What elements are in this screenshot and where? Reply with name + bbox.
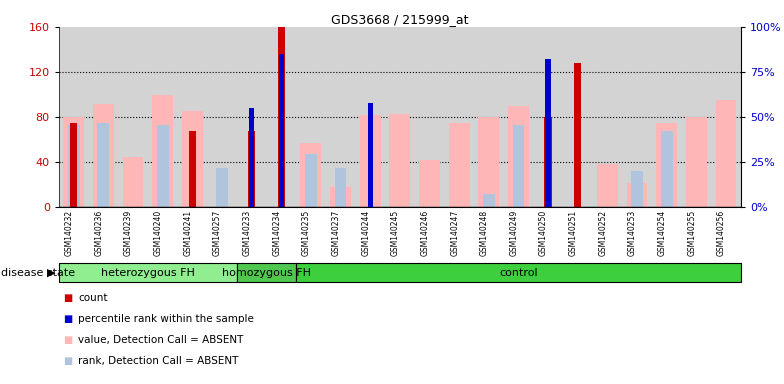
Bar [182, 111, 202, 207]
Text: count: count [78, 293, 108, 303]
Bar [360, 115, 380, 207]
Text: GSM140235: GSM140235 [302, 210, 311, 257]
Bar [59, 263, 237, 282]
Text: GSM140245: GSM140245 [391, 210, 400, 257]
Bar [216, 168, 228, 207]
Text: ■: ■ [63, 356, 72, 366]
Text: GSM140244: GSM140244 [361, 210, 370, 257]
Bar [483, 194, 495, 207]
Text: percentile rank within the sample: percentile rank within the sample [78, 314, 254, 324]
Text: ■: ■ [63, 314, 72, 324]
Bar [390, 114, 410, 207]
Text: GSM140251: GSM140251 [568, 210, 578, 256]
Bar [544, 117, 552, 207]
Text: GSM140241: GSM140241 [183, 210, 192, 256]
Text: value, Detection Call = ABSENT: value, Detection Call = ABSENT [78, 335, 244, 345]
Bar [122, 157, 143, 207]
Bar [278, 54, 284, 207]
Text: heterozygous FH: heterozygous FH [101, 268, 194, 278]
Bar [93, 104, 114, 207]
Text: ■: ■ [63, 293, 72, 303]
Bar [513, 125, 524, 207]
Bar [574, 63, 582, 207]
Bar [296, 263, 741, 282]
Text: ■: ■ [63, 335, 72, 345]
Bar [546, 60, 551, 207]
Text: GSM140255: GSM140255 [688, 210, 696, 257]
Text: homozygous FH: homozygous FH [222, 268, 311, 278]
Text: GSM140257: GSM140257 [213, 210, 222, 257]
Text: GSM140256: GSM140256 [717, 210, 726, 257]
Text: control: control [499, 268, 538, 278]
Bar [631, 171, 643, 207]
Bar [157, 125, 169, 207]
Bar [626, 182, 648, 207]
Bar [70, 123, 78, 207]
Bar [97, 123, 109, 207]
Bar [305, 154, 317, 207]
Bar [716, 100, 736, 207]
Bar [237, 263, 296, 282]
Text: rank, Detection Call = ABSENT: rank, Detection Call = ABSENT [78, 356, 239, 366]
Text: GSM140250: GSM140250 [539, 210, 548, 257]
Text: GSM140236: GSM140236 [94, 210, 103, 257]
Bar [508, 106, 529, 207]
Text: disease state: disease state [1, 268, 75, 278]
Text: GSM140240: GSM140240 [154, 210, 162, 257]
Text: GSM140248: GSM140248 [480, 210, 488, 256]
Bar [330, 187, 351, 207]
Bar [419, 160, 440, 207]
Bar [597, 164, 618, 207]
Text: GSM140253: GSM140253 [628, 210, 637, 257]
Bar [278, 27, 285, 207]
Text: GSM140232: GSM140232 [64, 210, 74, 256]
Bar [478, 117, 499, 207]
Bar [656, 123, 677, 207]
Text: GSM140249: GSM140249 [510, 210, 518, 257]
Bar [188, 131, 196, 207]
Bar [67, 125, 79, 207]
Bar [335, 168, 347, 207]
Text: GSM140233: GSM140233 [242, 210, 252, 257]
Text: GSM140239: GSM140239 [124, 210, 133, 257]
Bar [300, 143, 321, 207]
Text: GSM140237: GSM140237 [332, 210, 340, 257]
Bar [368, 103, 373, 207]
Text: ▶: ▶ [47, 268, 55, 278]
Text: GSM140252: GSM140252 [598, 210, 608, 256]
Bar [448, 123, 470, 207]
Bar [248, 131, 256, 207]
Bar [152, 94, 173, 207]
Text: GSM140246: GSM140246 [420, 210, 430, 257]
Text: GSM140247: GSM140247 [450, 210, 459, 257]
Text: GSM140234: GSM140234 [272, 210, 281, 257]
Bar [64, 117, 84, 207]
Bar [249, 108, 254, 207]
Text: GSM140254: GSM140254 [658, 210, 666, 257]
Bar [661, 131, 673, 207]
Text: GDS3668 / 215999_at: GDS3668 / 215999_at [331, 13, 469, 26]
Bar [686, 117, 706, 207]
